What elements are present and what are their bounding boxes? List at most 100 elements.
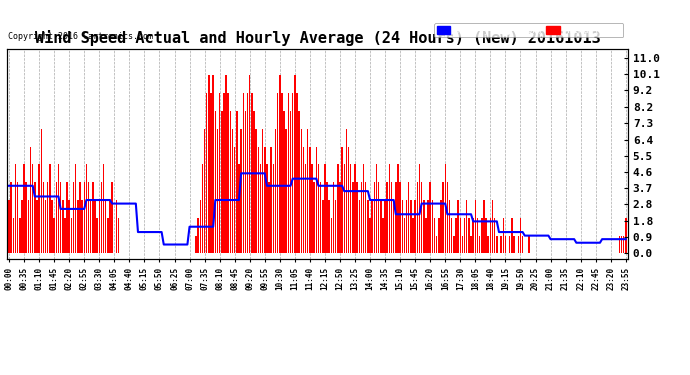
Bar xyxy=(369,218,371,254)
Bar xyxy=(21,200,23,254)
Bar xyxy=(417,182,418,254)
Bar xyxy=(66,182,68,254)
Bar xyxy=(359,200,360,254)
Bar xyxy=(451,218,453,254)
Bar xyxy=(393,200,395,254)
Bar xyxy=(296,93,298,254)
Bar xyxy=(436,236,437,254)
Legend: Hourly Avg (mph), Wind (mph): Hourly Avg (mph), Wind (mph) xyxy=(434,23,623,38)
Bar xyxy=(410,200,412,254)
Bar xyxy=(97,218,98,254)
Bar xyxy=(228,93,229,254)
Bar xyxy=(298,111,300,254)
Bar xyxy=(305,164,306,254)
Bar xyxy=(60,182,61,254)
Bar xyxy=(273,164,274,254)
Bar xyxy=(242,93,244,254)
Bar xyxy=(103,164,104,254)
Bar xyxy=(429,182,431,254)
Bar xyxy=(496,236,497,254)
Bar xyxy=(415,200,416,254)
Bar xyxy=(264,147,266,254)
Bar xyxy=(391,182,393,254)
Bar xyxy=(282,93,283,254)
Bar xyxy=(105,200,106,254)
Bar xyxy=(270,147,272,254)
Bar xyxy=(234,147,235,254)
Bar xyxy=(77,200,79,254)
Bar xyxy=(17,182,19,254)
Bar xyxy=(475,200,476,254)
Bar xyxy=(208,75,210,254)
Bar xyxy=(425,218,426,254)
Bar xyxy=(492,200,493,254)
Bar xyxy=(240,129,242,254)
Bar xyxy=(75,164,77,254)
Bar xyxy=(99,200,100,254)
Bar xyxy=(339,182,341,254)
Text: Copyright 2016 Cartronics.com: Copyright 2016 Cartronics.com xyxy=(8,32,153,41)
Bar xyxy=(288,93,289,254)
Bar xyxy=(311,164,313,254)
Bar xyxy=(326,182,328,254)
Bar xyxy=(504,236,506,254)
Bar xyxy=(301,129,302,254)
Bar xyxy=(247,93,248,254)
Bar xyxy=(14,164,17,254)
Bar xyxy=(221,111,223,254)
Bar xyxy=(223,93,225,254)
Bar xyxy=(346,129,347,254)
Bar xyxy=(81,200,83,254)
Bar xyxy=(448,200,451,254)
Bar xyxy=(460,218,461,254)
Bar xyxy=(197,218,199,254)
Bar xyxy=(307,129,308,254)
Bar xyxy=(92,182,94,254)
Bar xyxy=(511,218,513,254)
Bar xyxy=(412,218,414,254)
Bar xyxy=(45,200,46,254)
Bar xyxy=(471,236,472,254)
Title: Wind Speed Actual and Hourly Average (24 Hours) (New) 20161013: Wind Speed Actual and Hourly Average (24… xyxy=(34,30,600,46)
Bar xyxy=(363,164,364,254)
Bar xyxy=(58,164,59,254)
Bar xyxy=(112,182,113,254)
Bar xyxy=(249,75,250,254)
Bar xyxy=(107,218,108,254)
Bar xyxy=(440,200,442,254)
Bar xyxy=(444,164,446,254)
Bar xyxy=(500,236,502,254)
Bar xyxy=(333,182,334,254)
Bar xyxy=(39,164,40,254)
Bar xyxy=(262,129,264,254)
Bar xyxy=(255,129,257,254)
Bar xyxy=(453,236,455,254)
Bar xyxy=(423,200,424,254)
Bar xyxy=(378,182,380,254)
Bar xyxy=(79,182,81,254)
Bar xyxy=(386,182,388,254)
Bar xyxy=(215,111,216,254)
Bar xyxy=(623,236,624,254)
Bar xyxy=(53,218,55,254)
Bar xyxy=(371,200,373,254)
Bar xyxy=(479,236,480,254)
Bar xyxy=(68,200,70,254)
Bar xyxy=(494,218,495,254)
Bar xyxy=(313,182,315,254)
Bar xyxy=(30,147,31,254)
Bar xyxy=(118,218,119,254)
Bar xyxy=(51,200,52,254)
Bar xyxy=(483,200,484,254)
Bar xyxy=(477,218,478,254)
Bar xyxy=(64,218,66,254)
Bar xyxy=(320,182,322,254)
Bar xyxy=(419,164,420,254)
Bar xyxy=(62,200,63,254)
Bar xyxy=(397,164,399,254)
Bar xyxy=(72,182,75,254)
Bar xyxy=(380,200,382,254)
Bar xyxy=(34,182,36,254)
Bar xyxy=(455,218,457,254)
Bar xyxy=(49,164,50,254)
